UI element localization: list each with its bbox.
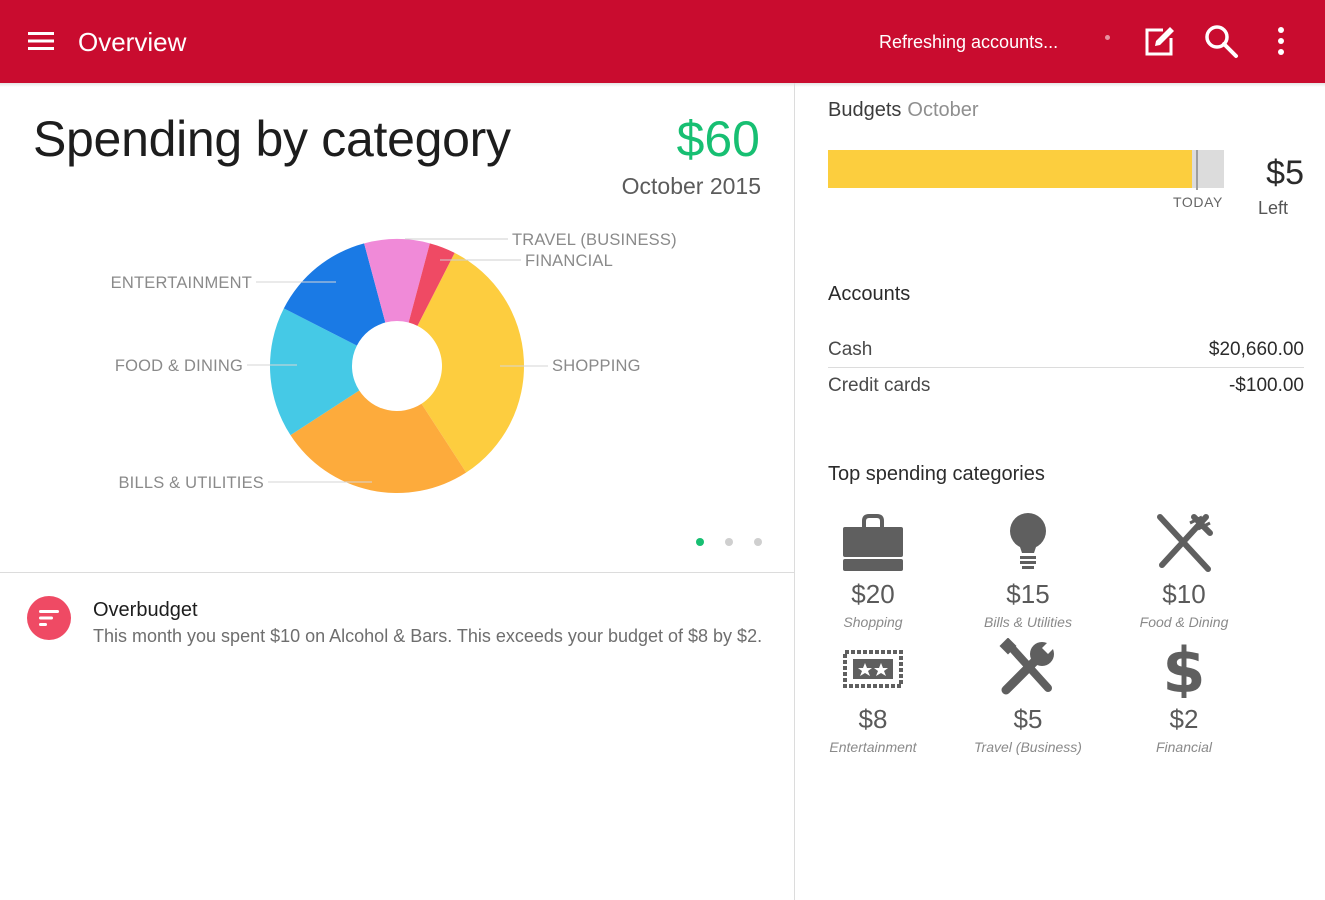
card-divider [0,572,794,573]
category-amount: $5 [1013,704,1043,734]
spending-chart[interactable]: SHOPPING BILLS & UTILITIES FOOD & DINING EN… [0,220,794,510]
more-vert-icon [1278,27,1284,55]
budgets-header[interactable]: Budgets October [828,99,979,122]
account-name: Cash [828,339,873,360]
today-marker [1196,150,1199,190]
budget-left-label: Left [1257,198,1288,218]
shopping-bag-icon [843,514,903,571]
app-bar-shadow [0,83,1325,87]
wrench-icon [999,638,1056,695]
pie-label: BILLS & UTILITIES [118,474,264,492]
spending-title: Spending by category [33,111,511,167]
alert-title[interactable]: Overbudget [93,599,198,621]
account-name: Credit cards [828,375,931,396]
refresh-status: Refreshing accounts... [879,32,1059,52]
lightbulb-icon [1010,513,1046,569]
edit-icon [1145,27,1174,56]
category-amount: $2 [1169,704,1199,734]
svg-text:$: $ [1162,638,1205,698]
pager-dot[interactable] [696,538,704,546]
refresh-spinner [1105,35,1110,40]
pie-slice-food-dining[interactable] [270,308,360,436]
today-label: TODAY [1173,194,1223,210]
pie-slice-travel-business[interactable] [364,239,430,323]
account-balance: $20,660.00 [1208,339,1304,360]
budget-progress-bar[interactable] [828,150,1224,188]
category-name: Shopping [843,614,903,630]
account-balance: -$100.00 [1228,375,1304,396]
category-amount: $15 [1006,579,1050,609]
account-row-cash[interactable]: Cash $20,660.00 [828,339,1304,369]
pie-slice-bills-utilities[interactable] [290,390,467,493]
budgets-label: Budgets [828,99,902,121]
alert-icon-badge [27,596,71,640]
pie-slice-shopping[interactable] [417,252,524,473]
category-name: Bills & Utilities [984,614,1072,630]
pie-slice-financial[interactable] [408,243,455,326]
spending-total: $60 [676,111,760,167]
donut-chart [247,238,548,493]
accounts-title: Accounts [828,283,911,305]
alert-message: This month you spent $10 on Alcohol & Ba… [93,626,763,646]
account-row-credit-cards[interactable]: Credit cards -$100.00 [828,375,1304,405]
pager-dot[interactable] [754,538,762,546]
category-amount: $10 [1162,579,1206,609]
pager-dot[interactable] [725,538,733,546]
fork-knife-icon [1157,514,1213,572]
budgets-month: October [907,99,979,121]
spending-period: October 2015 [621,173,761,199]
pie-label: SHOPPING [552,357,641,375]
app-bar: Overview Refreshing accounts... [0,0,1325,83]
search-icon [1205,25,1238,58]
top-categories-title: Top spending categories [828,463,1045,485]
more-options-button[interactable] [1260,20,1302,62]
category-amount: $20 [851,579,895,609]
menu-icon [28,32,54,50]
pane-divider [794,83,795,900]
edit-button[interactable] [1138,20,1180,62]
account-separator [828,367,1304,368]
category-amount: $8 [858,704,888,734]
pie-label: TRAVEL (BUSINESS) [512,231,677,249]
app-bar-title: Overview [78,27,187,57]
pie-label: FOOD & DINING [114,357,243,375]
pie-slice-entertainment[interactable] [283,243,386,346]
ticket-icon [843,650,903,688]
category-name: Travel (Business) [974,739,1082,755]
menu-button[interactable] [22,22,60,60]
dollar-icon: $ [1162,638,1205,698]
pie-label: FINANCIAL [525,252,613,270]
category-name: Entertainment [829,739,917,755]
list-alert-icon [39,610,59,626]
budget-left-amount: $5 [1266,154,1304,192]
pie-label: ENTERTAINMENT [110,274,252,292]
search-button[interactable] [1200,20,1242,62]
budget-progress-fill [828,150,1193,188]
category-name: Financial [1155,739,1213,755]
category-name: Food & Dining [1139,614,1229,630]
